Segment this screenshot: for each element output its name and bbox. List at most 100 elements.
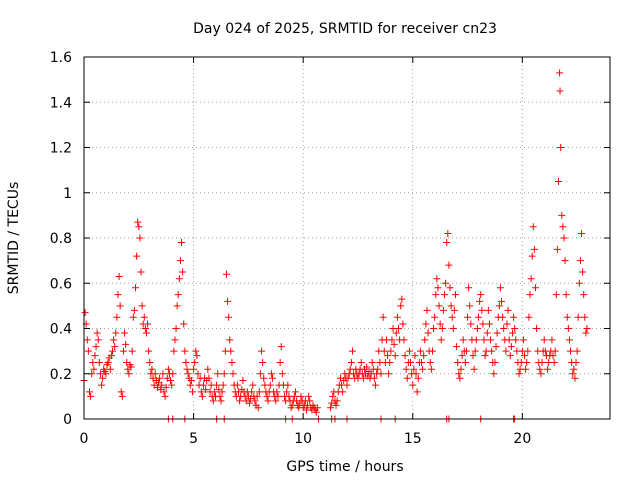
- data-point: [192, 347, 200, 355]
- data-point: [424, 329, 432, 337]
- data-point: [538, 358, 546, 366]
- data-point: [158, 381, 166, 389]
- data-point: [559, 223, 567, 231]
- data-point: [107, 352, 115, 360]
- data-point: [332, 401, 340, 409]
- data-point: [267, 370, 275, 378]
- data-point: [467, 320, 475, 328]
- data-point: [572, 358, 580, 366]
- data-point: [217, 397, 225, 405]
- data-point: [556, 87, 564, 95]
- data-point: [329, 392, 337, 400]
- y-tick-label: 1.4: [50, 95, 72, 111]
- data-point: [245, 399, 253, 407]
- data-point: [554, 177, 562, 185]
- data-point: [190, 365, 198, 373]
- data-point: [357, 358, 365, 366]
- data-point: [370, 374, 378, 382]
- data-point: [171, 336, 179, 344]
- y-tick-label: 0.4: [50, 322, 72, 338]
- data-point: [199, 381, 207, 389]
- data-point: [219, 381, 227, 389]
- data-point: [175, 275, 183, 283]
- data-point: [524, 347, 532, 355]
- data-point: [461, 358, 469, 366]
- data-point: [98, 381, 106, 389]
- data-point: [371, 381, 379, 389]
- data-point: [386, 358, 394, 366]
- data-point: [443, 239, 451, 247]
- data-point: [392, 329, 400, 337]
- data-point: [164, 365, 172, 373]
- data-point: [490, 370, 498, 378]
- y-tick-label: 0.8: [50, 231, 72, 247]
- data-point: [202, 386, 210, 394]
- data-point: [172, 325, 180, 332]
- data-point: [142, 329, 150, 337]
- data-point: [110, 336, 118, 344]
- data-point: [128, 347, 136, 355]
- x-tick-label: 5: [189, 431, 198, 447]
- data-point: [504, 306, 512, 314]
- data-point: [476, 297, 484, 305]
- data-point: [159, 370, 167, 378]
- data-point: [431, 313, 439, 321]
- data-point: [184, 370, 192, 378]
- data-point: [409, 381, 417, 389]
- data-point: [427, 365, 435, 373]
- data-point: [236, 397, 244, 405]
- x-tick-label: 10: [294, 431, 312, 447]
- data-point: [198, 392, 206, 400]
- data-point: [187, 377, 195, 385]
- data-point: [395, 325, 403, 332]
- data-point: [95, 358, 103, 366]
- data-points: [80, 69, 591, 423]
- data-point: [511, 325, 519, 332]
- data-point: [130, 306, 138, 314]
- data-point: [108, 347, 116, 355]
- data-point: [209, 397, 217, 405]
- data-point: [273, 388, 281, 396]
- data-point: [363, 363, 371, 371]
- data-point: [134, 218, 142, 226]
- data-point: [564, 325, 572, 332]
- data-point: [327, 404, 335, 412]
- data-point: [220, 370, 228, 378]
- data-point: [183, 365, 191, 373]
- data-point: [156, 374, 164, 382]
- data-point: [181, 347, 189, 355]
- data-point: [560, 234, 568, 242]
- data-point: [174, 291, 182, 299]
- data-point: [528, 252, 536, 260]
- data-point: [84, 347, 92, 355]
- data-point: [229, 370, 237, 378]
- data-point: [556, 69, 564, 77]
- data-point: [93, 329, 101, 337]
- data-point: [374, 365, 382, 373]
- data-point: [92, 343, 100, 351]
- data-point: [387, 347, 395, 355]
- data-point: [259, 358, 267, 366]
- data-point: [403, 374, 411, 382]
- data-point: [401, 352, 409, 360]
- data-point: [380, 347, 388, 355]
- data-point: [472, 336, 480, 344]
- data-point: [144, 320, 152, 328]
- data-point: [500, 325, 508, 332]
- data-point: [399, 320, 407, 328]
- data-point: [537, 370, 545, 378]
- data-point: [132, 284, 140, 292]
- data-point: [479, 320, 487, 328]
- data-point: [526, 291, 534, 299]
- data-point: [583, 325, 591, 332]
- data-point: [197, 388, 205, 396]
- data-point: [579, 268, 587, 276]
- data-point: [168, 381, 176, 389]
- data-point: [527, 275, 535, 283]
- data-point: [117, 388, 125, 396]
- data-point: [268, 374, 276, 382]
- data-point: [116, 302, 124, 310]
- data-point: [407, 358, 415, 366]
- chart-title: Day 024 of 2025, SRMTID for receiver cn2…: [193, 21, 497, 37]
